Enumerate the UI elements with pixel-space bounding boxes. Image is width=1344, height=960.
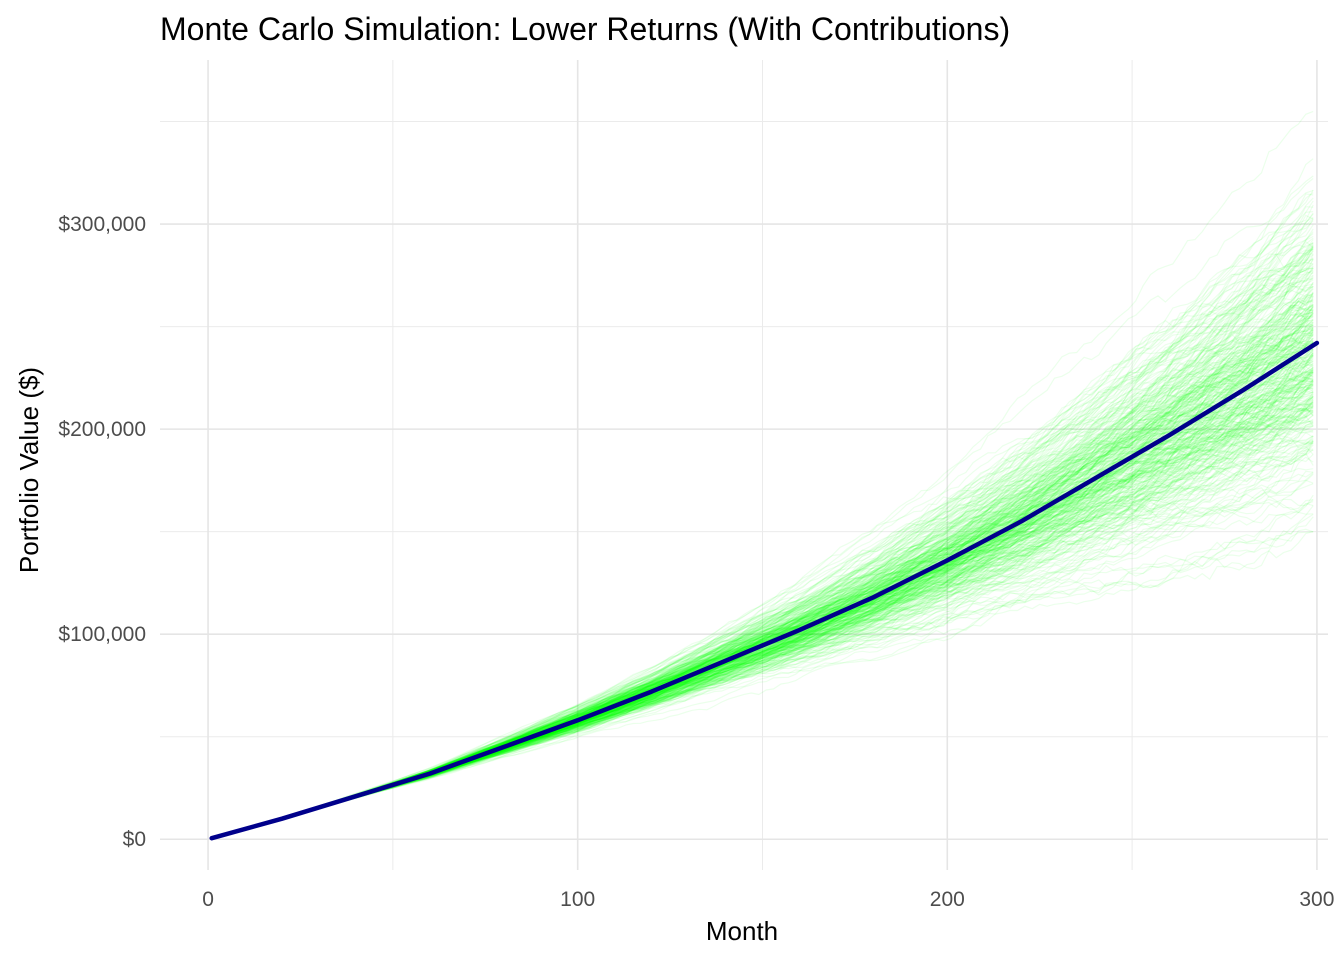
simulation-path-line [211,452,1314,839]
y-axis-label: Portfolio Value ($) [14,367,44,573]
y-tick-label: $300,000 [58,213,146,236]
simulation-path-line [211,286,1314,839]
simulation-path-line [211,216,1314,839]
y-tick-label: $100,000 [58,623,146,646]
simulation-path-line [211,178,1314,839]
simulation-path-line [211,110,1314,839]
simulation-path-line [211,394,1314,839]
chart-title: Monte Carlo Simulation: Lower Returns (W… [160,11,1010,47]
tick-labels: 0 100 200 300 $0 $100,000 $200,000 $300,000 [58,213,1334,911]
simulation-path-line [211,189,1314,839]
y-tick-label: $0 [123,828,146,851]
simulation-path-line [211,331,1314,839]
x-axis-label: Month [706,916,778,946]
x-tick-label: 0 [202,888,214,911]
simulation-path-line [211,440,1314,839]
simulation-path-line [211,231,1314,839]
simulation-path-line [211,473,1314,839]
simulation-path-line [211,248,1314,839]
simulation-path-line [211,369,1314,839]
simulation-path-line [211,354,1314,839]
simulation-path-line [211,354,1314,839]
simulation-path-line [211,248,1314,839]
grid-lines [160,60,1328,870]
simulation-path-line [211,483,1314,839]
x-tick-label: 300 [1299,888,1334,911]
simulation-path-line [211,189,1314,839]
simulation-path-line [211,505,1314,839]
simulation-path-line [211,379,1314,839]
mean-path [209,340,1320,841]
mean-path-line [209,340,1320,841]
simulation-path-line [211,245,1314,839]
simulation-path-line [211,217,1314,839]
x-tick-label: 200 [930,888,965,911]
y-tick-label: $200,000 [58,418,146,441]
simulation-path-line [211,331,1314,839]
simulation-path-line [211,218,1314,839]
simulation-path-line [211,316,1314,839]
x-tick-label: 100 [560,888,595,911]
